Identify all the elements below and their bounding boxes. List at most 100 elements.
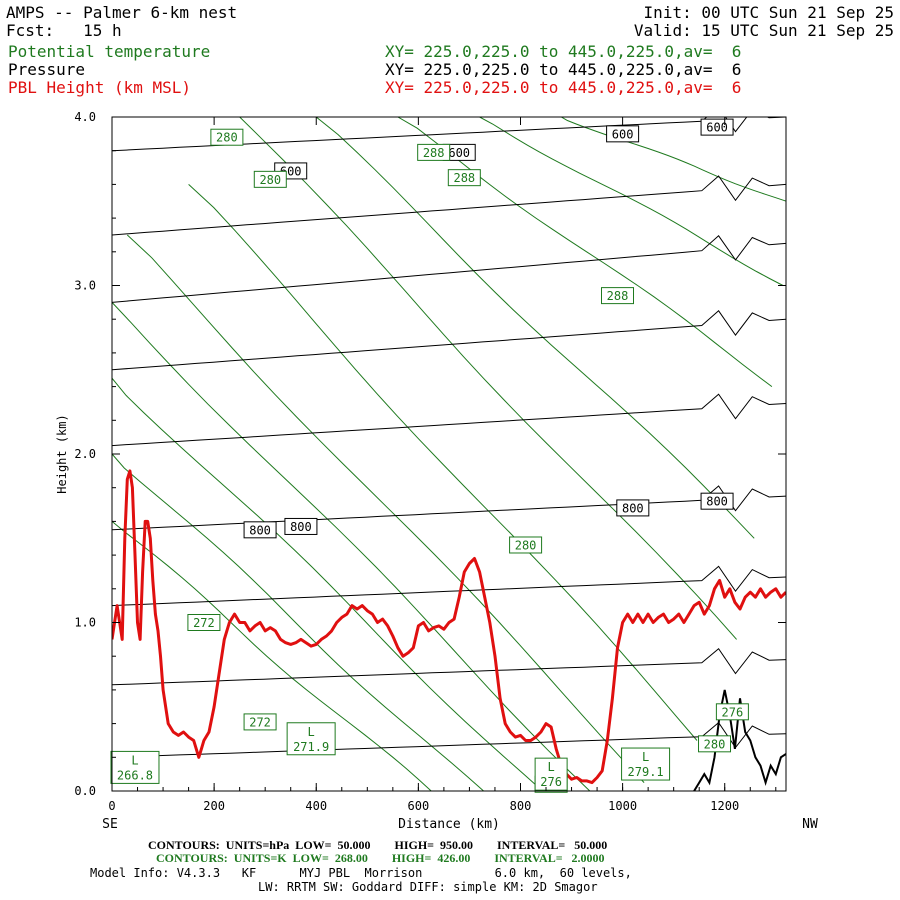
pressure-label: 600 (612, 127, 634, 141)
theta-contour-line (561, 117, 786, 202)
theta-label-box (715, 703, 749, 721)
theta-label-box (417, 143, 451, 161)
pressure-label-box (284, 517, 318, 535)
theta-contour-line (239, 117, 737, 640)
theta-low-value: 276 (540, 775, 562, 789)
footer-pressure-contours: CONTOURS: UNITS=hPa LOW= 50.000 HIGH= 95… (148, 838, 608, 852)
pressure-contours (112, 117, 786, 758)
theta-label-box (243, 713, 277, 731)
pressure-contour-line (112, 485, 786, 531)
field-xy-pressure: XY= 225.0,225.0 to 445.0,225.0,av= 6 (385, 60, 742, 79)
pressure-label-box (243, 521, 277, 539)
pressure-label: 800 (622, 501, 644, 515)
theta-contour-line (112, 521, 432, 791)
x-tick-label: 400 (305, 799, 327, 813)
theta-low-marker: L (548, 760, 555, 774)
plot-frame (111, 116, 787, 792)
pressure-label: 800 (706, 495, 728, 509)
y-tick-label: 3.0 (74, 279, 96, 293)
theta-low-marker: L (131, 753, 138, 767)
pressure-label: 800 (290, 520, 312, 534)
header-forecast-hour: Fcst: 15 h (6, 21, 122, 40)
pressure-contour-line (112, 393, 786, 447)
y-tick-label: 0.0 (74, 784, 96, 798)
theta-label: 280 (515, 538, 537, 552)
pressure-contour-line (112, 565, 786, 607)
theta-contours (112, 117, 786, 791)
x-tick-label: 800 (510, 799, 532, 813)
pressure-contour-line (112, 175, 786, 236)
theta-contour-line (397, 117, 773, 388)
pressure-label: 800 (249, 523, 271, 537)
theta-low-box (621, 747, 671, 781)
pressure-label-box (606, 125, 640, 143)
theta-label-box (601, 287, 634, 305)
field-xy-theta: XY= 225.0,225.0 to 445.0,225.0,av= 6 (385, 42, 742, 61)
x-tick-label: 1000 (608, 799, 637, 813)
field-name-theta: Potential temperature (8, 42, 211, 61)
theta-label-box (253, 170, 287, 188)
theta-low-box (534, 757, 568, 791)
theta-contour-line (315, 117, 755, 539)
field-xy-pbl: XY= 225.0,225.0 to 445.0,225.0,av= 6 (385, 78, 742, 97)
pbl-height (112, 469, 786, 785)
header-init-time: Init: 00 UTC Sun 21 Sep 25 (643, 3, 894, 22)
theta-label-box (509, 536, 543, 554)
x-axis-label: Distance (km) (398, 817, 500, 832)
theta-label-box (447, 169, 481, 187)
y-tick-label: 4.0 (74, 110, 96, 124)
theta-contour-line (112, 302, 591, 791)
x-end-label-left: SE (102, 817, 118, 832)
y-tick-label: 2.0 (74, 447, 96, 461)
terrain-line (693, 689, 786, 791)
pressure-label: 600 (448, 146, 470, 160)
theta-contour-line (188, 184, 698, 741)
pressure-contour-line (112, 721, 786, 758)
axes: 0 200 400 600 800 1000 1200 0.0 1.0 2.0 3.0 4.0 Dist… (55, 110, 818, 832)
theta-low-value: 279.1 (628, 765, 664, 779)
theta-low-box (110, 750, 160, 784)
theta-contour-line (479, 117, 784, 286)
theta-contour-line (112, 453, 484, 791)
y-axis-label: Height (km) (55, 414, 69, 493)
theta-low-marker: L (308, 725, 315, 739)
theta-label: 288 (607, 289, 629, 303)
theta-label: 276 (722, 705, 744, 719)
theta-low-value: 266.8 (117, 768, 153, 782)
theta-label-box (187, 614, 221, 631)
theta-contour-line (112, 377, 543, 791)
pbl-height-line (112, 469, 786, 785)
theta-label: 272 (193, 616, 215, 630)
header-title: AMPS -- Palmer 6-km nest (6, 3, 238, 22)
header-valid-time: Valid: 15 UTC Sun 21 Sep 25 (633, 21, 894, 40)
field-name-pbl: PBL Height (km MSL) (8, 78, 192, 97)
y-tick-label: 1.0 (74, 616, 96, 630)
pressure-contour-line (112, 647, 786, 686)
pressure-label: 600 (706, 121, 728, 135)
theta-label: 280 (216, 131, 238, 145)
theta-label-box (210, 128, 244, 146)
theta-low-marker: L (642, 750, 649, 764)
x-tick-label: 600 (408, 799, 430, 813)
x-tick-label: 200 (203, 799, 225, 813)
pressure-label-box (616, 499, 650, 517)
theta-low-value: 271.9 (293, 740, 329, 754)
field-name-pressure: Pressure (8, 60, 86, 79)
x-end-label-right: NW (802, 817, 818, 832)
theta-label: 280 (259, 173, 281, 187)
footer-theta-contours: CONTOURS: UNITS=K LOW= 268.00 HIGH= 426.… (156, 851, 605, 865)
x-tick-label: 0 (108, 799, 115, 813)
pressure-label-box (700, 492, 734, 510)
theta-label: 288 (453, 171, 475, 185)
theta-label: 272 (249, 715, 271, 729)
footer-model-info-2: LW: RRTM SW: Goddard DIFF: simple KM: 2D… (258, 880, 598, 894)
theta-label-box (698, 735, 732, 753)
theta-contour-line (126, 234, 645, 783)
theta-label: 280 (704, 737, 726, 751)
terrain (693, 689, 786, 791)
x-tick-label: 1200 (710, 799, 739, 813)
footer-model-info-1: Model Info: V4.3.3 KF MYJ PBL Morrison 6… (90, 866, 632, 880)
theta-label: 288 (423, 146, 445, 160)
